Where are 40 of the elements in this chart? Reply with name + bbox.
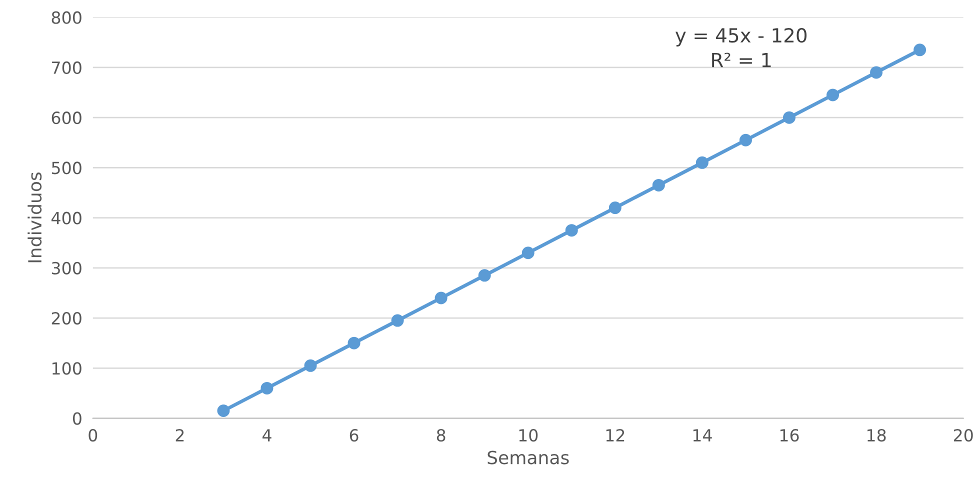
point (782, 111, 796, 124)
point (652, 178, 665, 192)
point (826, 88, 840, 102)
y-tick-label: 200 (52, 312, 82, 325)
x-tick-label: 0 (88, 428, 98, 442)
point (565, 224, 578, 237)
point (870, 66, 883, 79)
point (391, 314, 404, 327)
y-tick-label: 100 (52, 362, 82, 375)
x-tick-label: 18 (868, 428, 886, 442)
point (434, 292, 448, 304)
point (522, 246, 534, 260)
point (696, 156, 708, 169)
y-tick-label: 400 (51, 212, 82, 224)
point (260, 382, 274, 394)
y-tick-label: 500 (52, 162, 82, 174)
x-tick-label: 12 (606, 428, 624, 442)
x-tick-label: 4 (262, 429, 272, 442)
point (348, 336, 360, 350)
y-axis-title: Individuos (28, 172, 42, 262)
point (304, 359, 317, 372)
x-tick-label: 8 (436, 428, 446, 442)
point (478, 269, 491, 282)
point (914, 44, 926, 56)
y-tick-label: 700 (52, 61, 82, 74)
x-tick-label: 14 (693, 429, 712, 442)
y-tick-label: 600 (52, 112, 82, 124)
x-tick-label: 2 (176, 428, 184, 442)
annotation: y = 45x - 120 R² = 1 (676, 28, 807, 68)
x-axis-title: Semanas (488, 450, 569, 464)
x-tick-label: 20 (954, 428, 973, 442)
point (739, 134, 752, 146)
point (608, 202, 622, 214)
y-tick-label: 0 (72, 412, 82, 425)
y-tick-label: 300 (52, 262, 82, 274)
y-tick-label: 800 (52, 11, 82, 24)
x-tick-label: 16 (780, 428, 799, 442)
x-tick-label: 10 (519, 428, 538, 442)
x-tick-label: 6 (350, 428, 358, 442)
point (217, 404, 230, 418)
